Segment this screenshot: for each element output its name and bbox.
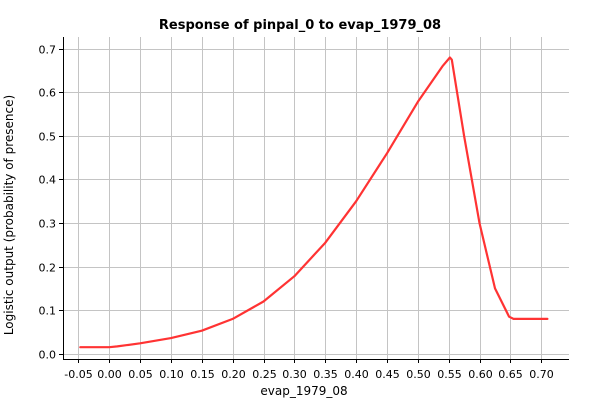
x-tick-label: 0.10 <box>159 368 184 381</box>
x-tick-label: 0.20 <box>221 368 246 381</box>
series-layer <box>79 56 549 349</box>
grid <box>63 37 569 359</box>
y-tick-label: 0.3 <box>39 218 57 231</box>
y-tick-label: 0.4 <box>39 174 57 187</box>
x-tick-label: 0.30 <box>282 368 307 381</box>
x-tick-label: 0.45 <box>375 368 400 381</box>
x-tick-label: 0.60 <box>468 368 493 381</box>
x-tick-label: 0.35 <box>313 368 338 381</box>
y-tick-label: 0.6 <box>39 87 57 100</box>
y-tick-label: 0.1 <box>39 305 57 318</box>
x-tick-label: -0.05 <box>64 368 92 381</box>
x-tick-label: 0.65 <box>498 368 523 381</box>
x-tick-label: 0.40 <box>344 368 369 381</box>
x-tick-labels: -0.05 0.00 0.05 0.10 0.15 0.20 0.25 0.30 0.35 0.4… <box>64 368 553 381</box>
x-tick-label: 0.00 <box>97 368 122 381</box>
y-tick-label: 0.5 <box>39 131 57 144</box>
response-curve-line <box>79 56 549 349</box>
x-tick-label: 0.50 <box>406 368 431 381</box>
y-tick-label: 0.2 <box>39 262 57 275</box>
x-tick-label: 0.70 <box>529 368 554 381</box>
x-tick-label: 0.25 <box>252 368 277 381</box>
y-axis-label: Logistic output (probability of presence… <box>2 95 16 335</box>
y-tick-label: 0.0 <box>39 349 57 362</box>
y-tick-label: 0.7 <box>39 44 57 57</box>
x-tick-label: 0.15 <box>190 368 215 381</box>
x-tick-label: 0.55 <box>437 368 462 381</box>
axes <box>59 37 569 363</box>
x-tick-label: 0.05 <box>128 368 153 381</box>
x-axis-label: evap_1979_08 <box>260 384 347 398</box>
chart-title: Response of pinpal_0 to evap_1979_08 <box>159 18 441 33</box>
y-tick-labels: 0.0 0.1 0.2 0.3 0.4 0.5 0.6 0.7 <box>39 44 57 362</box>
